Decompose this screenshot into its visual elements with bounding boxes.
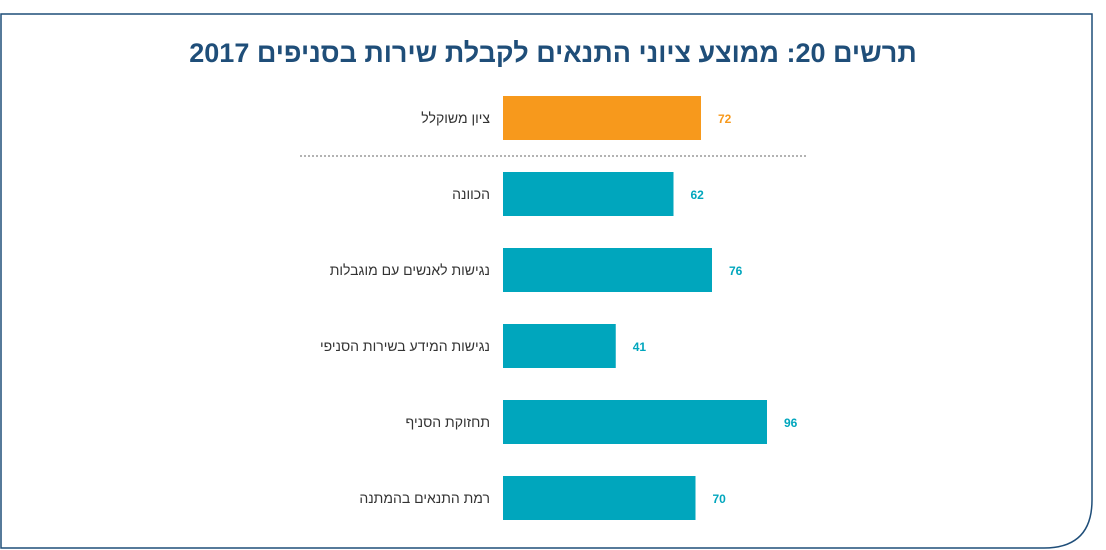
data-label: 72 (718, 112, 732, 126)
category-label: ציון משוקלל (421, 110, 490, 126)
category-label: נגישות המידע בשירות הסניפי (320, 338, 490, 354)
category-label: הכוונה (452, 186, 490, 202)
chart-title: תרשים 20: ממוצע ציוני התנאים לקבלת שירות… (189, 38, 917, 68)
bar (503, 324, 616, 368)
frame-border (0, 13, 1093, 549)
category-label: תחזוקת הסניף (406, 414, 490, 430)
data-label: 70 (713, 492, 727, 506)
bar (503, 248, 712, 292)
category-label: נגישות לאנשים עם מוגבלות (330, 262, 490, 278)
bar-weighted-score (503, 96, 701, 140)
data-label: 96 (784, 416, 798, 430)
data-label: 41 (633, 340, 647, 354)
bar (503, 172, 674, 216)
data-label: 76 (729, 264, 743, 278)
data-label: 62 (691, 188, 705, 202)
category-label: רמת התנאים בהמתנה (359, 490, 490, 506)
bar (503, 476, 696, 520)
bar (503, 400, 767, 444)
